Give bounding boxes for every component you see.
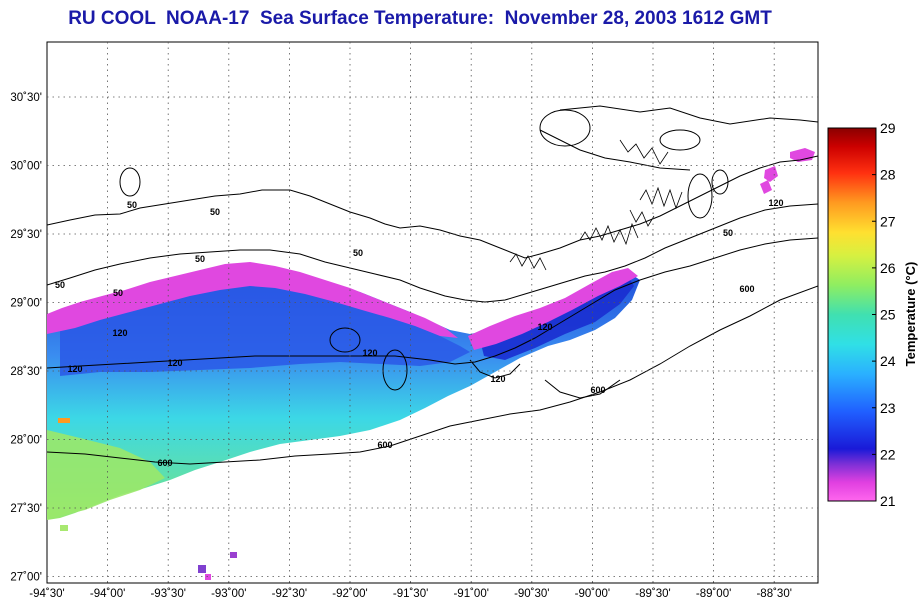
contour-label: 120	[67, 364, 82, 374]
y-tick-label: 30˚00'	[10, 161, 42, 173]
colorbar-tick-label: 26	[880, 260, 896, 276]
contour-label: 120	[768, 198, 783, 208]
colorbar-tick-label: 22	[880, 446, 896, 462]
y-tick-label: 29˚00'	[10, 298, 42, 310]
colorbar-ticks: 29 28 27 26 25 24 23 22 21	[872, 120, 896, 509]
contour-label: 50	[55, 280, 65, 290]
sst-field	[47, 148, 815, 580]
contour-lines	[47, 105, 818, 465]
contour-label: 50	[723, 228, 733, 238]
contour-label: 120	[537, 322, 552, 332]
contour-label: 50	[127, 200, 137, 210]
contour-label: 600	[739, 284, 754, 294]
x-tick-label: -92˚30'	[272, 588, 307, 600]
x-tick-label: -92˚00'	[332, 588, 367, 600]
x-tick-label: -91˚30'	[393, 588, 428, 600]
contour-label: 50	[195, 254, 205, 264]
x-tick-label: -89˚00'	[696, 588, 731, 600]
contour-label: 50	[353, 248, 363, 258]
colorbar-tick-label: 25	[880, 307, 896, 323]
colorbar	[827, 127, 877, 502]
contour-labels: 50 50 50 50 50 50 120 120 120 120 120 120 600 600 600 6…	[55, 198, 784, 468]
map-title: RU COOL NOAA-17 Sea Surface Temperature:…	[68, 8, 772, 29]
x-tick-label: -94˚00'	[90, 588, 125, 600]
contour-label: 600	[590, 385, 605, 395]
x-axis-ticks: -94˚30' -94˚00' -93˚30' -93˚00' -92˚30' -92˚0…	[29, 588, 792, 600]
x-tick-label: -88˚30'	[756, 588, 791, 600]
x-tick-label: -93˚00'	[211, 588, 246, 600]
y-axis-ticks: 30˚30' 30˚00' 29˚30' 29˚00' 28˚30' 28˚00' 27˚3…	[10, 92, 42, 584]
colorbar-label: Temperature (°C)	[903, 262, 918, 367]
colorbar-tick-label: 24	[880, 353, 896, 369]
y-tick-label: 30˚30'	[10, 92, 42, 104]
x-tick-label: -90˚30'	[514, 588, 549, 600]
y-tick-label: 28˚30'	[10, 366, 42, 378]
x-tick-label: -91˚00'	[453, 588, 488, 600]
contour-label: 120	[112, 328, 127, 338]
contour-label: 120	[490, 374, 505, 384]
x-tick-label: -94˚30'	[29, 588, 64, 600]
contour-label: 600	[377, 440, 392, 450]
contour-label: 120	[167, 358, 182, 368]
y-tick-label: 29˚30'	[10, 229, 42, 241]
x-tick-label: -90˚00'	[575, 588, 610, 600]
x-tick-label: -89˚30'	[635, 588, 670, 600]
contour-label: 50	[210, 207, 220, 217]
contour-label: 50	[113, 288, 123, 298]
y-tick-label: 28˚00'	[10, 435, 42, 447]
x-tick-label: -93˚30'	[150, 588, 185, 600]
colorbar-tick-label: 23	[880, 400, 896, 416]
colorbar-tick-label: 29	[880, 120, 896, 136]
contour-label: 120	[362, 348, 377, 358]
contour-label: 600	[157, 458, 172, 468]
lat-lon-grid	[47, 42, 818, 583]
colorbar-tick-label: 27	[880, 213, 896, 229]
colorbar-tick-label: 21	[880, 493, 896, 509]
y-tick-label: 27˚00'	[10, 572, 42, 584]
delta-coastline	[509, 139, 683, 271]
y-tick-label: 27˚30'	[10, 503, 42, 515]
colorbar-tick-label: 28	[880, 167, 896, 183]
